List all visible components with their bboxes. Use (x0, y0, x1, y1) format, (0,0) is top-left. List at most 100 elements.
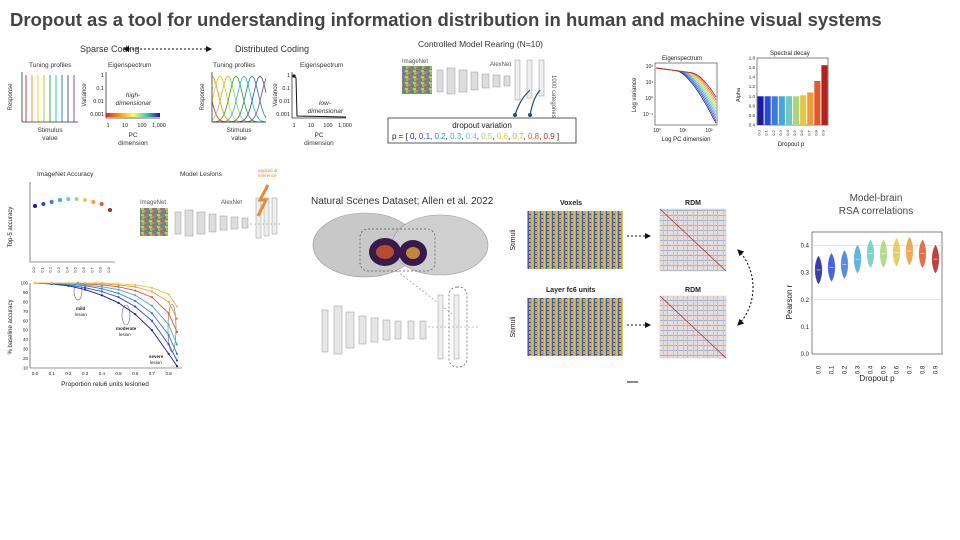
spectral-xtick: 0.3 (778, 129, 783, 135)
lesion-series-point (175, 359, 179, 362)
lesion-xtick: 0.7 (149, 371, 156, 376)
rearing-conv-block (458, 69, 468, 93)
lesion-series-point (150, 329, 154, 332)
eig-xtick-label: 1 (292, 123, 295, 129)
accuracy-point (99, 202, 104, 206)
nsd-conv-block (394, 320, 402, 340)
sparse-coding-title: Sparse Coding (80, 44, 140, 54)
lesion-series-line (35, 282, 178, 307)
lesions-network-blocks (174, 197, 280, 239)
sparse-tuning-lines (25, 75, 75, 122)
lesion-series-line (35, 282, 178, 333)
lesion-series-point (150, 290, 154, 293)
lesion-series-point (167, 300, 170, 303)
lesion-series-point (100, 287, 103, 290)
spectral-bar (778, 96, 785, 125)
eig-chart-xticks: 10⁰ 10¹ 10² (653, 128, 713, 134)
rsa-title-2: RSA correlations (839, 206, 913, 217)
lesion-conv-block (230, 216, 239, 230)
eig-chart-ylabel: Log variance (632, 77, 638, 112)
brain-roi-right-hot (406, 247, 420, 259)
fc6-stimuli-label: Stimuli (510, 316, 517, 337)
lesion-series-point (134, 305, 137, 308)
dist-variance-label: Variance (273, 83, 279, 107)
slide-title: Dropout as a tool for understanding info… (10, 9, 882, 30)
accuracy-xtick: 0.2 (48, 266, 53, 272)
lesion-series-point (117, 296, 120, 299)
eig-xtick-label: 100 (323, 123, 332, 129)
lesions-alexnet-label: AlexNet (221, 200, 242, 206)
accuracy-title: ImageNet Accuracy (37, 171, 94, 178)
eig-chart-ytick: 10⁰ (645, 96, 653, 102)
lesions-imagenet-image (140, 208, 168, 236)
moderate-lesion-marker (121, 304, 131, 326)
eig-chart-ytick: 10¹ (646, 80, 654, 86)
eig-xtick-label: 10 (308, 123, 314, 129)
spectral-ylabel: Alpha (736, 87, 742, 102)
eigenspectrum-chart: Eigenspectrum 10² 10¹ 10⁰ 10⁻¹ 10⁰ 10¹ 10² Lo… (632, 56, 718, 143)
dropout-variation-box (387, 117, 577, 144)
lesion-series-point (150, 319, 154, 322)
rsa-xtick: 0.8 (921, 365, 927, 374)
applied-label-1: applied at (258, 168, 278, 173)
lesion-xtick: 0.5 (115, 371, 122, 376)
dropout-p-value: , (508, 132, 512, 141)
lesion-series-point (134, 299, 137, 303)
rearing-imagenet-image (402, 66, 432, 94)
lesion-conv-block (241, 217, 249, 229)
rsa-xtick: 0.7 (908, 365, 914, 374)
eig-chart-xtick: 10² (705, 128, 713, 134)
dist-value-label: value (231, 135, 247, 142)
dropout-p-value: 0.4 (466, 132, 478, 141)
lesion-fc-block (271, 197, 278, 235)
spectral-ytick: 1.6 (749, 65, 756, 70)
rearing-conv-block (470, 71, 479, 91)
accuracy-point (83, 198, 87, 202)
dist-response-label: Response (200, 83, 206, 111)
sparse-variance-label: Variance (82, 83, 88, 107)
rearing-title: Controlled Model Rearing (N=10) (418, 39, 543, 49)
rearing-dropout-node-1 (513, 113, 517, 117)
spectral-xtick: 0.5 (792, 129, 797, 135)
eig-ytick-label: 1 (101, 73, 104, 79)
accuracy-point (41, 202, 46, 206)
lesion-xtick: 0.8 (166, 371, 173, 376)
eig-ytick-label: 0.001 (90, 112, 104, 118)
rearing-categories-label: 1000 categories (550, 75, 556, 118)
lesion-fc-block (263, 197, 270, 237)
lesion-series-point (167, 333, 170, 337)
dist-low-label-1: low- (319, 100, 332, 107)
dropout-p-value: , (477, 132, 481, 141)
rearing-conv-block (492, 74, 501, 88)
dropout-p-value: 0.1 (419, 132, 431, 141)
dist-dimension-label: dimension (304, 140, 334, 147)
spectral-bar (757, 96, 764, 125)
eig-xtick-label: 1,000 (152, 123, 166, 129)
eig-chart-yticks: 10² 10¹ 10⁰ 10⁻¹ (643, 64, 653, 118)
dist-pc-label: PC (314, 132, 323, 139)
mild-label-1: mild (76, 306, 86, 311)
lesion-series-point (117, 282, 120, 286)
lesion-conv-block (208, 213, 217, 233)
rearing-fc-block (514, 59, 521, 101)
spectral-bar (814, 80, 821, 125)
eig-ytick-label: 0.1 (96, 86, 104, 92)
rearing-panel: Controlled Model Rearing (N=10) ImageNet… (387, 39, 577, 144)
rearing-imagenet-label: ImageNet (402, 59, 428, 65)
fc6-matrix (527, 298, 623, 356)
applied-label-2: inference (258, 173, 277, 178)
rsa-xtick: 0.0 (817, 365, 823, 374)
rearing-fc-block (538, 59, 545, 97)
lesion-series-point (100, 290, 103, 293)
dist-eig-title: Eigenspectrum (300, 62, 343, 69)
accuracy-xtick: 0.7 (89, 266, 94, 272)
eig-chart-ytick: 10² (646, 64, 654, 70)
dist-eig-point (292, 74, 296, 78)
eig-series-line (655, 67, 717, 98)
rsa-ytick: 0.2 (801, 298, 810, 304)
spectral-bar (793, 96, 800, 125)
dropout-p-value: , (492, 132, 496, 141)
rsa-ytick: 0.4 (801, 244, 810, 250)
spectral-xtick: 0.0 (757, 129, 762, 135)
